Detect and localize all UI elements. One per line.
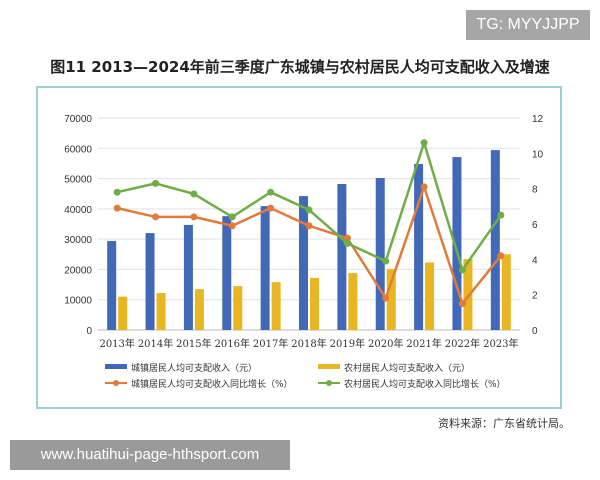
x-tick-label: 2023年 xyxy=(483,337,518,350)
rural-income-bar xyxy=(118,296,128,330)
rural-growth-point xyxy=(228,213,236,221)
y-left-tick-label: 30000 xyxy=(64,235,92,246)
rural-income-bar xyxy=(501,254,511,330)
urban-growth-point xyxy=(152,213,160,221)
rural-income-bar xyxy=(348,273,358,330)
rural-income-bar xyxy=(425,262,435,330)
urban-income-bar xyxy=(107,240,117,330)
source-note: 资料来源：广东省统计局。 xyxy=(438,417,570,430)
legend-label: 农村居民人均可支配收入（元） xyxy=(344,362,470,374)
chart-frame xyxy=(36,86,562,409)
rural-growth-point xyxy=(382,257,390,265)
urban-growth-point xyxy=(228,222,236,230)
y-left-tick-label: 0 xyxy=(86,326,92,337)
legend-marker xyxy=(326,380,332,386)
rural-income-bar xyxy=(233,286,243,330)
y-right-tick-label: 8 xyxy=(532,185,538,196)
rural-growth-point xyxy=(305,206,313,214)
urban-income-bar xyxy=(414,164,424,330)
urban-income-bar xyxy=(452,157,462,330)
x-tick-label: 2022年 xyxy=(445,337,480,350)
urban-growth-point xyxy=(420,183,428,191)
x-tick-label: 2017年 xyxy=(253,337,288,350)
rural-income-bar xyxy=(310,277,319,330)
urban-income-bar xyxy=(337,184,347,330)
rural-growth-point xyxy=(420,139,428,147)
urban-growth-point xyxy=(497,252,505,260)
urban-growth-point xyxy=(267,204,275,212)
urban-growth-point xyxy=(343,234,351,242)
x-tick-label: 2016年 xyxy=(215,337,250,350)
rural-growth-point xyxy=(343,239,351,247)
x-tick-label: 2021年 xyxy=(406,337,441,350)
rural-growth-point xyxy=(497,211,505,219)
y-left-tick-label: 10000 xyxy=(64,296,92,307)
urban-growth-point xyxy=(113,204,121,212)
y-right-tick-label: 6 xyxy=(532,220,538,231)
urban-income-bar xyxy=(299,196,308,330)
y-left-tick-label: 60000 xyxy=(64,144,92,155)
rural-income-bar xyxy=(386,269,396,330)
urban-income-bar xyxy=(145,233,155,330)
rural-growth-point xyxy=(267,188,275,196)
y-left-tick-label: 70000 xyxy=(64,114,92,125)
rural-growth-point xyxy=(113,188,121,196)
y-right-tick-label: 12 xyxy=(532,114,544,125)
x-tick-label: 2015年 xyxy=(176,337,211,350)
urban-growth-point xyxy=(190,213,198,221)
urban-growth-point xyxy=(305,222,313,230)
legend-marker xyxy=(113,380,119,386)
chart-title: 图11 2013—2024年前三季度广东城镇与农村居民人均可支配收入及增速 xyxy=(50,58,550,76)
y-right-tick-label: 4 xyxy=(532,255,538,266)
legend-label: 农村居民人均可支配收入同比增长（%） xyxy=(344,378,506,390)
rural-growth-point xyxy=(152,179,160,187)
urban-income-bar xyxy=(183,224,193,330)
y-right-tick-label: 10 xyxy=(532,149,544,160)
x-tick-label: 2019年 xyxy=(330,337,365,350)
legend-label: 城镇居民人均可支配收入同比增长（%） xyxy=(131,378,293,390)
urban-income-bar xyxy=(375,177,385,330)
y-right-tick-label: 2 xyxy=(532,291,538,302)
rural-growth-point xyxy=(458,266,466,274)
rural-income-bar xyxy=(194,289,204,330)
urban-growth-point xyxy=(458,300,466,307)
y-left-tick-label: 50000 xyxy=(64,175,92,186)
urban-growth-point xyxy=(382,294,390,302)
rural-growth-line xyxy=(116,138,502,273)
y-left-tick-label: 20000 xyxy=(64,265,92,276)
urban-income-bar xyxy=(490,150,500,330)
rural-income-bar xyxy=(463,259,473,330)
rural-income-bar xyxy=(271,282,281,330)
watermark-bottom: www.huatihui-page-hthsport.com xyxy=(10,440,290,470)
legend-swatch xyxy=(105,364,127,369)
urban-income-bar xyxy=(222,216,232,330)
x-tick-label: 2018年 xyxy=(291,337,326,350)
legend-swatch xyxy=(318,364,340,369)
rural-income-bar xyxy=(156,293,166,330)
rural-growth-point xyxy=(190,190,198,198)
x-tick-label: 2013年 xyxy=(99,337,134,350)
legend-label: 城镇居民人均可支配收入（元） xyxy=(131,362,257,374)
watermark-top: TG: MYYJJPP xyxy=(466,10,590,40)
y-left-tick-label: 40000 xyxy=(64,205,92,216)
y-right-tick-label: 0 xyxy=(532,326,538,337)
urban-income-bar xyxy=(260,206,270,330)
x-tick-label: 2014年 xyxy=(138,337,173,350)
x-tick-label: 2020年 xyxy=(368,337,403,350)
